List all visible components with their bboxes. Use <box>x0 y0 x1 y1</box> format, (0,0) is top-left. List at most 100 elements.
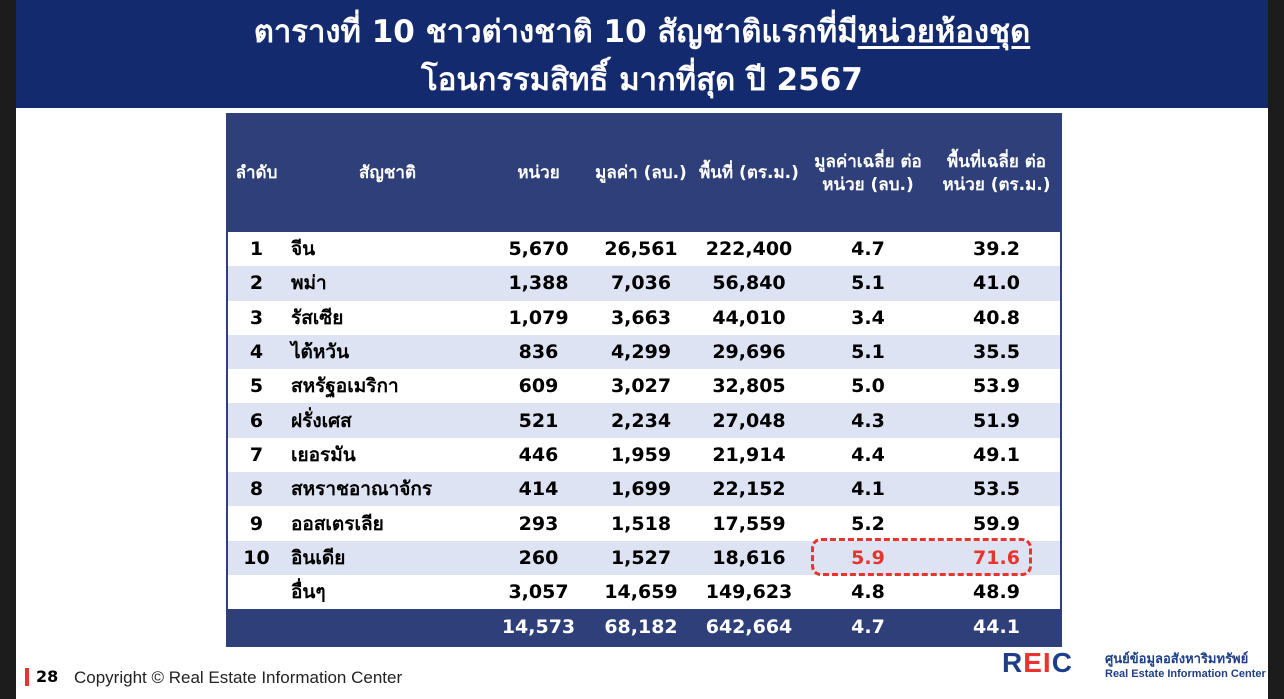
header-avg-area: พื้นที่เฉลี่ย ต่อหน่วย (ตร.ม.) <box>933 114 1061 232</box>
cell-avg-area: 41.0 <box>933 266 1061 301</box>
header-units: หน่วย <box>490 114 587 232</box>
cell-avg-area: 49.1 <box>933 437 1061 473</box>
cell-units: 521 <box>490 403 587 438</box>
cell-units: 5,670 <box>490 232 587 267</box>
cell-nationality: ฝรั่งเศส <box>285 403 490 438</box>
cell-avg-value: 5.2 <box>803 506 933 541</box>
cell-units: 446 <box>490 437 587 473</box>
cell-units: 3,057 <box>490 574 587 610</box>
title-line-1: ตารางที่ 10 ชาวต่างชาติ 10 สัญชาติแรกที่… <box>16 10 1268 54</box>
cell-avg-value: 4.8 <box>803 574 933 610</box>
cell-units: 1,388 <box>490 266 587 301</box>
cell-avg-value: 5.0 <box>803 369 933 404</box>
cell-avg-value: 3.4 <box>803 300 933 335</box>
table-row: 1 จีน 5,670 26,561 222,400 4.7 39.2 <box>227 232 1061 267</box>
cell-value: 7,036 <box>587 266 695 301</box>
cell-area: 32,805 <box>695 369 803 404</box>
cell-avg-value: 4.4 <box>803 437 933 473</box>
table-row: 3 รัสเซีย 1,079 3,663 44,010 3.4 40.8 <box>227 300 1061 335</box>
cell-units: 260 <box>490 540 587 575</box>
cell-rank: 6 <box>227 403 285 438</box>
cell-nationality: ไต้หวัน <box>285 334 490 370</box>
total-rank-empty <box>227 609 285 647</box>
copyright-text: Copyright © Real Estate Information Cent… <box>74 668 403 687</box>
header-nationality: สัญชาติ <box>285 114 490 232</box>
cell-nationality: รัสเซีย <box>285 300 490 335</box>
cell-avg-area: 53.5 <box>933 472 1061 507</box>
table-row: 6 ฝรั่งเศส 521 2,234 27,048 4.3 51.9 <box>227 403 1061 438</box>
nationality-table: ลำดับ สัญชาติ หน่วย มูลค่า (ลบ.) พื้นที่… <box>226 113 1062 648</box>
table-total-row: 14,573 68,182 642,664 4.7 44.1 <box>227 609 1061 647</box>
cell-avg-area: 51.9 <box>933 403 1061 438</box>
cell-value: 26,561 <box>587 232 695 267</box>
cell-area: 56,840 <box>695 266 803 301</box>
table-row: อื่นๆ 3,057 14,659 149,623 4.8 48.9 <box>227 574 1061 610</box>
cell-area: 29,696 <box>695 334 803 370</box>
cell-area: 18,616 <box>695 540 803 575</box>
footer: 28 Copyright © Real Estate Information C… <box>16 662 1268 699</box>
total-avg-value: 4.7 <box>803 609 933 647</box>
table-row-highlighted: 10 อินเดีย 260 1,527 18,616 5.9 71.6 <box>227 540 1061 575</box>
logo-letter-c: C <box>1051 647 1073 678</box>
cell-avg-value: 5.1 <box>803 334 933 370</box>
cell-avg-area: 71.6 <box>933 540 1061 575</box>
header-avg-value: มูลค่าเฉลี่ย ต่อหน่วย (ลบ.) <box>803 114 933 232</box>
cell-area: 44,010 <box>695 300 803 335</box>
cell-rank: 9 <box>227 506 285 541</box>
cell-rank: 1 <box>227 232 285 267</box>
table-row: 4 ไต้หวัน 836 4,299 29,696 5.1 35.5 <box>227 334 1061 370</box>
cell-avg-value: 4.3 <box>803 403 933 438</box>
total-avg-area: 44.1 <box>933 609 1061 647</box>
cell-value: 14,659 <box>587 574 695 610</box>
cell-nationality: จีน <box>285 232 490 267</box>
cell-area: 22,152 <box>695 472 803 507</box>
cell-value: 3,027 <box>587 369 695 404</box>
cell-avg-value: 4.7 <box>803 232 933 267</box>
table-row: 2 พม่า 1,388 7,036 56,840 5.1 41.0 <box>227 266 1061 301</box>
cell-area: 222,400 <box>695 232 803 267</box>
logo-abbreviation: REIC <box>1002 647 1073 679</box>
cell-avg-area: 59.9 <box>933 506 1061 541</box>
logo-letters-ei: EI <box>1023 647 1052 678</box>
cell-nationality: อินเดีย <box>285 540 490 575</box>
title-prefix: ตารางที่ 10 ชาวต่างชาติ 10 สัญชาติแรกที่… <box>253 14 858 50</box>
cell-avg-value: 5.1 <box>803 266 933 301</box>
footer-accent-bar <box>25 668 29 686</box>
logo-english-name: Real Estate Information Center <box>1105 668 1266 680</box>
total-units: 14,573 <box>490 609 587 647</box>
cell-rank: 8 <box>227 472 285 507</box>
cell-nationality: สหราชอาณาจักร <box>285 472 490 507</box>
cell-area: 21,914 <box>695 437 803 473</box>
cell-rank: 5 <box>227 369 285 404</box>
cell-value: 1,527 <box>587 540 695 575</box>
cell-value: 2,234 <box>587 403 695 438</box>
cell-value: 1,959 <box>587 437 695 473</box>
cell-avg-area: 39.2 <box>933 232 1061 267</box>
cell-avg-area: 48.9 <box>933 574 1061 610</box>
title-line-2: โอนกรรมสิทธิ์ มากที่สุด ปี 2567 <box>421 62 863 98</box>
cell-units: 293 <box>490 506 587 541</box>
slide: ตารางที่ 10 ชาวต่างชาติ 10 สัญชาติแรกที่… <box>16 0 1268 699</box>
cell-value: 4,299 <box>587 334 695 370</box>
cell-rank <box>227 574 285 610</box>
highlight-dashed-box <box>811 538 1032 576</box>
logo-letter-r: R <box>1002 647 1024 678</box>
header-area: พื้นที่ (ตร.ม.) <box>695 114 803 232</box>
title-banner: ตารางที่ 10 ชาวต่างชาติ 10 สัญชาติแรกที่… <box>16 0 1268 108</box>
cell-nationality: ออสเตรเลีย <box>285 506 490 541</box>
title-underlined: หน่วยห้องชุด <box>857 14 1031 50</box>
reic-logo: REIC ศูนย์ข้อมูลอสังหาริมทรัพย์ Real Est… <box>1002 647 1266 687</box>
cell-rank: 3 <box>227 300 285 335</box>
header-rank: ลำดับ <box>227 114 285 232</box>
logo-thai-name: ศูนย์ข้อมูลอสังหาริมทรัพย์ <box>1105 652 1249 667</box>
cell-avg-value: 4.1 <box>803 472 933 507</box>
table-row: 8 สหราชอาณาจักร 414 1,699 22,152 4.1 53.5 <box>227 472 1061 507</box>
header-value: มูลค่า (ลบ.) <box>587 114 695 232</box>
cell-rank: 4 <box>227 334 285 370</box>
cell-area: 27,048 <box>695 403 803 438</box>
cell-value: 1,518 <box>587 506 695 541</box>
table-row: 5 สหรัฐอเมริกา 609 3,027 32,805 5.0 53.9 <box>227 369 1061 404</box>
total-area: 642,664 <box>695 609 803 647</box>
cell-units: 609 <box>490 369 587 404</box>
cell-units: 836 <box>490 334 587 370</box>
